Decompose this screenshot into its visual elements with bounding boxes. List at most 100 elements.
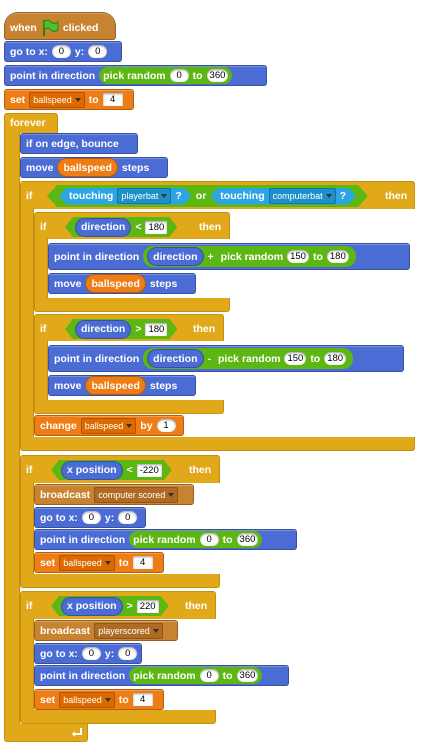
y-input[interactable]: 0 (118, 511, 138, 524)
variable-dropdown[interactable]: ballspeed (80, 417, 137, 434)
if-touching-block[interactable]: if touching playerbat ? or touching comp… (20, 181, 415, 209)
value-input[interactable]: 220 (137, 600, 159, 613)
change-label: change (40, 419, 77, 432)
if-label: if (40, 323, 47, 335)
x-position-reporter[interactable]: x position (61, 461, 123, 480)
less-than-condition[interactable]: direction < 180 (65, 217, 177, 237)
broadcast-block[interactable]: broadcast playerscored (34, 620, 178, 641)
if-direction-less-block[interactable]: if direction < 180 then (34, 212, 230, 239)
x-input[interactable]: 0 (81, 511, 101, 524)
change-variable-block[interactable]: change ballspeed by 1 (34, 415, 184, 436)
x-input[interactable]: 0 (51, 45, 71, 58)
x-position-reporter[interactable]: x position (61, 597, 123, 616)
less-than-condition[interactable]: x position < -220 (51, 460, 172, 480)
to-input[interactable]: 180 (324, 352, 347, 365)
y-input[interactable]: 0 (88, 45, 108, 58)
point-in-direction-block[interactable]: point in direction direction - pick rand… (48, 345, 404, 372)
message-dropdown[interactable]: playerscored (94, 622, 163, 639)
ballspeed-reporter[interactable]: ballspeed (85, 274, 146, 293)
go-to-xy-block[interactable]: go to x: 0 y: 0 (34, 507, 146, 528)
to-input[interactable]: 360 (206, 69, 229, 82)
set-variable-block[interactable]: set ballspeed to 4 (4, 89, 134, 110)
from-input[interactable]: 0 (199, 533, 219, 546)
point-label: point in direction (54, 352, 140, 365)
direction-reporter[interactable]: direction (75, 320, 131, 339)
or-label: or (195, 190, 207, 202)
greater-than-condition[interactable]: x position > 220 (51, 596, 169, 616)
go-to-xy-block[interactable]: go to x: 0 y: 0 (4, 41, 122, 62)
sprite-dropdown[interactable]: playerbat (117, 188, 171, 204)
move-block[interactable]: move ballspeed steps (48, 273, 196, 294)
set-variable-block[interactable]: set ballspeed to 4 (34, 689, 164, 710)
message-name: computer scored (98, 489, 166, 500)
variable-dropdown[interactable]: ballspeed (59, 554, 115, 571)
move-block[interactable]: move ballspeed steps (48, 375, 196, 396)
go-to-xy-block[interactable]: go to x: 0 y: 0 (34, 643, 142, 664)
minus-operator[interactable]: direction - pick random 150 to 180 (143, 348, 354, 369)
touching-playerbat-condition[interactable]: touching playerbat ? (59, 188, 192, 205)
value-input[interactable]: 1 (156, 419, 176, 432)
or-condition[interactable]: touching playerbat ? or touching compute… (47, 185, 368, 207)
y-input[interactable]: 0 (118, 647, 138, 660)
value-input[interactable]: 180 (145, 221, 167, 234)
pick-random-reporter[interactable]: pick random 150 to 180 (215, 350, 350, 367)
forever-block[interactable]: forever (4, 113, 58, 133)
pick-random-reporter[interactable]: pick random 0 to 360 (129, 531, 263, 548)
point-in-direction-block[interactable]: point in direction direction + pick rand… (48, 243, 410, 270)
set-variable-block[interactable]: set ballspeed to 4 (34, 552, 164, 573)
bounce-label: if on edge, bounce (26, 137, 119, 150)
message-dropdown[interactable]: computer scored (94, 486, 179, 503)
pick-random-reporter[interactable]: pick random 150 to 180 (217, 248, 352, 265)
variable-dropdown[interactable]: ballspeed (29, 91, 85, 108)
greater-than-condition[interactable]: direction > 180 (65, 319, 177, 339)
move-block[interactable]: move ballspeed steps (20, 157, 168, 178)
pick-random-reporter[interactable]: pick random 0 to 360 (99, 67, 233, 84)
to-input[interactable]: 360 (236, 533, 259, 546)
to-input[interactable]: 360 (236, 669, 259, 682)
from-input[interactable]: 0 (169, 69, 189, 82)
to-label: to (192, 69, 203, 82)
touching-computerbat-condition[interactable]: touching computerbat ? (210, 188, 356, 205)
bounce-block[interactable]: if on edge, bounce (20, 133, 138, 154)
dropdown-arrow-icon (161, 194, 167, 198)
if-direction-greater-block[interactable]: if direction > 180 then (34, 314, 224, 341)
value-input[interactable]: -220 (137, 464, 162, 477)
if-x-greater-block[interactable]: if x position > 220 then (20, 591, 216, 619)
to-input[interactable]: 180 (326, 250, 349, 263)
from-input[interactable]: 150 (287, 250, 309, 263)
point-in-direction-block[interactable]: point in direction pick random 0 to 360 (4, 65, 267, 86)
if-direction-greater-foot (34, 400, 224, 414)
value-input[interactable]: 4 (102, 93, 123, 106)
from-input[interactable]: 0 (199, 669, 219, 682)
value-input[interactable]: 4 (132, 556, 153, 569)
sprite-dropdown[interactable]: computerbat (269, 188, 336, 204)
if-x-greater-arm (20, 618, 34, 712)
variable-name: ballspeed (33, 94, 72, 105)
plus-operator[interactable]: direction + pick random 150 to 180 (143, 246, 356, 267)
point-in-direction-block[interactable]: point in direction pick random 0 to 360 (34, 665, 289, 686)
from-input[interactable]: 150 (284, 352, 307, 365)
touching-label: touching (220, 190, 265, 202)
point-in-direction-block[interactable]: point in direction pick random 0 to 360 (34, 529, 297, 550)
go-to-label: go to x: (40, 511, 78, 524)
forever-arm (4, 132, 20, 726)
variable-dropdown[interactable]: ballspeed (59, 691, 115, 708)
pick-random-reporter[interactable]: pick random 0 to 360 (129, 667, 263, 684)
touching-label: touching (69, 190, 114, 202)
direction-reporter[interactable]: direction (147, 349, 204, 368)
ballspeed-reporter[interactable]: ballspeed (57, 158, 118, 177)
ballspeed-reporter[interactable]: ballspeed (85, 376, 146, 395)
pick-random-label: pick random (133, 669, 196, 682)
value-input[interactable]: 180 (145, 323, 167, 336)
direction-reporter[interactable]: direction (75, 218, 131, 237)
sprite-name: playerbat (121, 191, 159, 201)
x-position-label: x position (67, 600, 117, 612)
direction-reporter[interactable]: direction (147, 247, 204, 266)
when-flag-clicked-block[interactable]: when clicked (4, 12, 116, 40)
value-input[interactable]: 4 (132, 693, 153, 706)
message-name: playerscored (98, 625, 150, 636)
broadcast-block[interactable]: broadcast computer scored (34, 484, 194, 505)
variable-name: ballspeed (63, 694, 102, 705)
x-input[interactable]: 0 (81, 647, 101, 660)
if-x-less-block[interactable]: if x position < -220 then (20, 455, 220, 483)
